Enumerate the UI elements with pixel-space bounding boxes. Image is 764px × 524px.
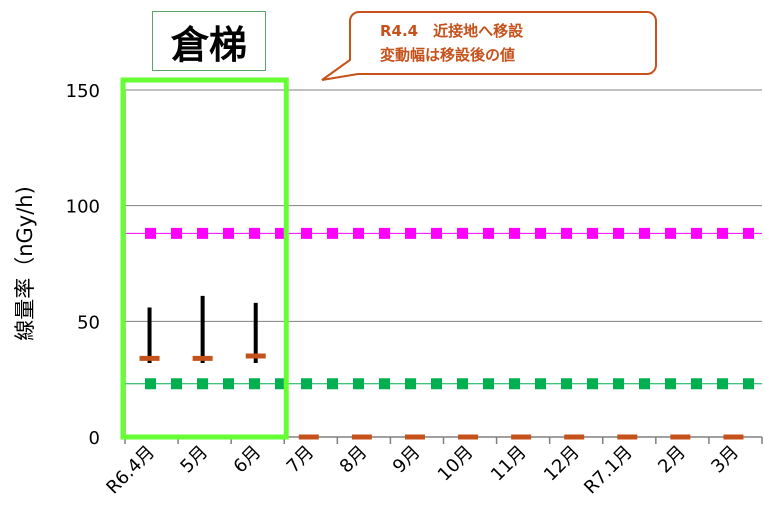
y-tick-label: 50 (77, 312, 100, 333)
x-tick-label: 3月 (707, 442, 743, 478)
x-tick-label: 10月 (434, 442, 478, 486)
y-tick-label: 150 (66, 81, 100, 102)
x-tick-label: R6.4月 (102, 442, 159, 499)
highlight-box (120, 77, 289, 440)
callout-text: 変動幅は移設後の値 (380, 46, 515, 64)
x-tick-label: 6月 (230, 442, 266, 478)
x-tick-label: 5月 (176, 442, 212, 478)
y-tick-label: 100 (66, 197, 100, 218)
x-tick-label: R7.1月 (580, 442, 637, 499)
y-tick-label: 0 (89, 428, 100, 449)
x-tick-label: 11月 (487, 442, 531, 486)
callout-text: R4.4 近接地へ移設 (380, 22, 524, 40)
y-axis-label: 線量率（nGy/h) (13, 186, 37, 341)
x-tick-label: 2月 (654, 442, 690, 478)
x-tick-label: 8月 (336, 442, 372, 478)
x-tick-label: 12月 (540, 442, 584, 486)
callout-bubble (321, 11, 657, 81)
x-tick-label: 7月 (283, 442, 319, 478)
x-tick-label: 9月 (389, 442, 425, 478)
chart-title: 倉梯 (152, 11, 266, 71)
